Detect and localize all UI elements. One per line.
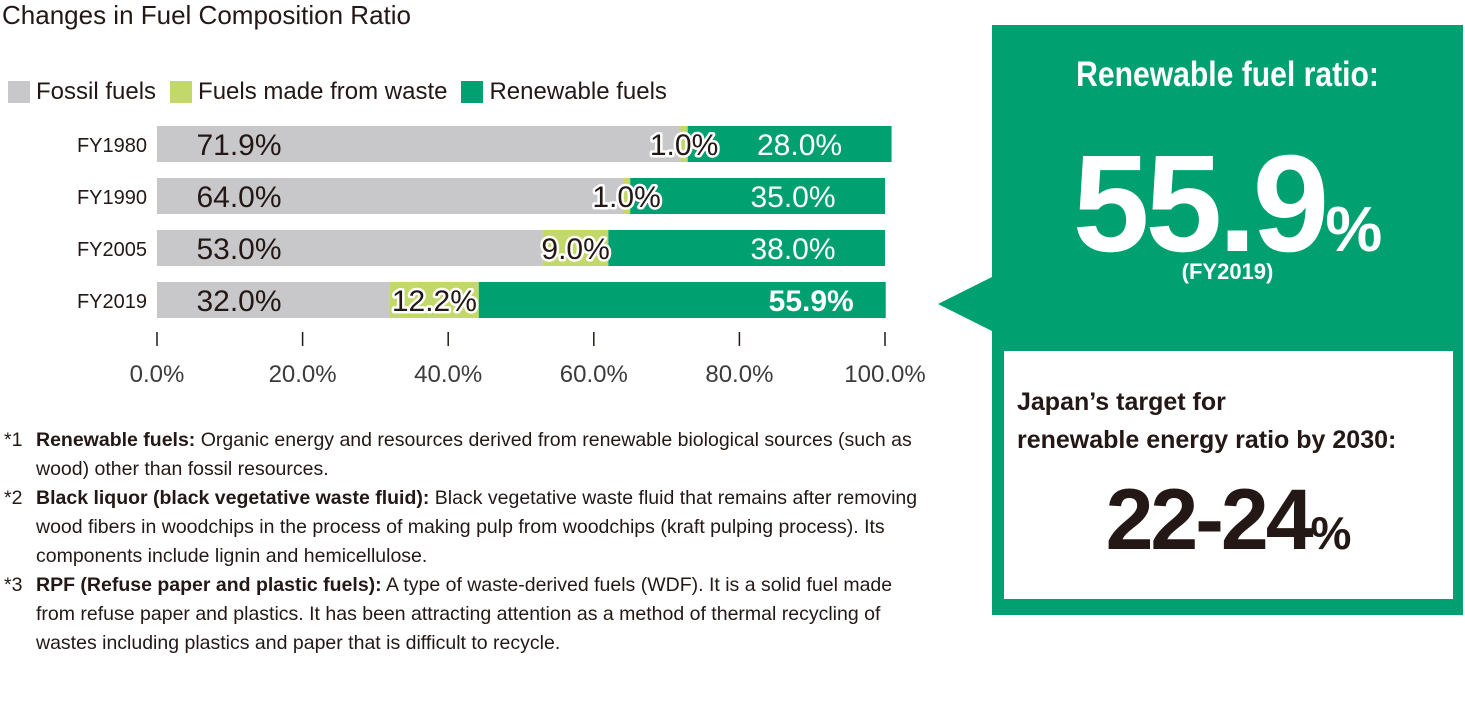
data-label-waste: 12.2% <box>392 285 477 318</box>
panel-heading: Renewable fuel ratio: <box>1076 55 1379 94</box>
stacked-bar-chart: FY1980 71.9% 1.0% 28.0% FY1990 64.0% 1.0% 35.0%… <box>77 126 926 388</box>
footnote-term: Renewable fuels: <box>36 429 196 451</box>
footnote-mark: *3 <box>4 574 23 596</box>
renewable-ratio-panel: Renewable fuel ratio: 55.9% (FY2019) Jap… <box>992 25 1463 615</box>
bar-segment-renewable <box>630 178 885 214</box>
bar-segment-fossil <box>157 282 390 318</box>
bar-segment-fossil <box>157 230 543 266</box>
footnote-1: *1 Renewable fuels: Organic energy and r… <box>4 426 934 484</box>
footnote-body: Black liquor (black vegetative waste flu… <box>36 484 934 571</box>
data-label-renewable: 55.9% <box>769 285 854 318</box>
data-label-fossil: 53.0% <box>196 233 281 266</box>
category-label: FY2005 <box>77 239 147 261</box>
footnote-term: Black liquor (black vegetative waste flu… <box>36 487 430 509</box>
bar-segment-waste <box>389 282 479 318</box>
bar-segment-renewable <box>687 126 892 162</box>
legend-swatch-waste <box>170 81 193 103</box>
data-label-fossil: 71.9% <box>196 129 281 162</box>
legend-swatch-fossil <box>8 81 30 103</box>
footnote-text: Organic energy and resources derived fro… <box>36 429 912 480</box>
bar-segment-fossil <box>157 178 623 214</box>
footnotes: *1 Renewable fuels: Organic energy and r… <box>4 426 934 658</box>
chart-title: Changes in Fuel Composition Ratio <box>2 0 411 30</box>
target-box: Japan’s target for renewable energy rati… <box>1004 351 1453 599</box>
data-label-renewable: 38.0% <box>750 233 835 266</box>
legend-item-fossil: Fossil fuels <box>8 78 156 106</box>
bar-segment-renewable <box>478 282 886 318</box>
footnote-term: RPF (Refuse paper and plastic fuels): <box>36 574 382 596</box>
bar-segment-waste <box>542 230 609 266</box>
footnote-text: Black vegetative waste fluid that remain… <box>36 487 918 567</box>
x-tick-label: 100.0% <box>844 361 925 388</box>
category-label: FY1990 <box>77 187 147 209</box>
renewable-ratio-value: 55.9% <box>992 125 1463 284</box>
bar-segment-renewable <box>608 230 885 266</box>
footnote-text: A type of waste-derived fuels (WDF). It … <box>36 574 893 654</box>
data-label-renewable: 28.0% <box>757 129 842 162</box>
x-tick-label: 80.0% <box>705 361 773 388</box>
data-label-renewable: 35.0% <box>750 181 835 214</box>
target-value: 22-24% <box>1004 471 1453 570</box>
x-tick-label: 40.0% <box>414 361 482 388</box>
renewable-ratio-unit: % <box>1325 193 1383 265</box>
callout-pointer <box>938 276 994 332</box>
legend-label-fossil: Fossil fuels <box>36 78 157 105</box>
x-tick-label: 20.0% <box>269 361 337 388</box>
bar-segment-waste <box>622 178 631 214</box>
legend-swatch-renewable <box>461 81 484 103</box>
target-number: 22-24 <box>1105 472 1314 568</box>
panel-year: (FY2019) <box>1181 259 1274 284</box>
footnote-body: Renewable fuels: Organic energy and reso… <box>36 426 934 484</box>
legend-item-renewable: Renewable fuels <box>461 78 667 106</box>
chart-legend: Fossil fuels Fuels made from waste Renew… <box>8 78 681 106</box>
footnote-body: RPF (Refuse paper and plastic fuels): A … <box>36 571 934 658</box>
target-label-line-2: renewable energy ratio by 2030: <box>1017 426 1397 454</box>
legend-label-renewable: Renewable fuels <box>489 78 667 105</box>
renewable-ratio-number: 55.9 <box>1072 127 1330 281</box>
legend-label-waste: Fuels made from waste <box>198 78 448 105</box>
footnote-mark: *1 <box>4 429 23 451</box>
x-tick-label: 60.0% <box>560 361 628 388</box>
target-label: Japan’s target for renewable energy rati… <box>1017 383 1396 459</box>
target-unit: % <box>1310 507 1352 559</box>
target-label-line-1: Japan’s target for <box>1017 388 1226 416</box>
footnote-2: *2 Black liquor (black vegetative waste … <box>4 484 934 571</box>
category-label: FY2019 <box>77 291 147 313</box>
data-label-waste: 9.0% <box>541 233 609 266</box>
bar-segment-fossil <box>157 126 681 162</box>
footnote-3: *3 RPF (Refuse paper and plastic fuels):… <box>4 571 934 658</box>
data-label-waste: 1.0% <box>592 181 660 214</box>
category-label: FY1980 <box>77 135 147 157</box>
data-label-fossil: 64.0% <box>196 181 281 214</box>
data-label-fossil: 32.0% <box>196 285 281 318</box>
x-tick-label: 0.0% <box>130 361 185 388</box>
bar-segment-waste <box>680 126 688 162</box>
data-label-waste: 1.0% <box>650 129 718 162</box>
footnote-mark: *2 <box>4 487 23 509</box>
legend-item-waste: Fuels made from waste <box>170 78 447 106</box>
